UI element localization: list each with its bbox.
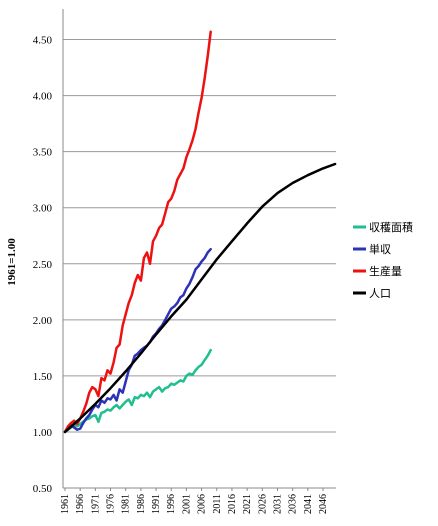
y-ticks: 0.50 1.00 1.50 2.00 2.50 3.00 3.50 4.00 4.50 — [33, 35, 53, 496]
x-tick-label: 1976 — [106, 494, 117, 514]
x-tick-label: 2041 — [303, 494, 314, 514]
x-tick-label: 1961 — [60, 494, 71, 514]
series-lines — [63, 30, 337, 434]
legend-label: 生産量 — [369, 264, 402, 278]
y-tick-label: 1.50 — [33, 371, 53, 383]
y-tick-label: 4.50 — [33, 35, 53, 47]
legend-label: 人口 — [369, 287, 391, 300]
x-tick-label: 2001 — [181, 494, 192, 514]
x-ticks: 1961 1966 1971 1976 1981 1986 1991 1996 2001 2006… — [60, 488, 329, 514]
legend-label: 収穫面積 — [369, 220, 413, 234]
y-tick-label: 2.00 — [33, 315, 53, 327]
x-tick-label: 1991 — [151, 494, 162, 514]
x-tick-label: 2036 — [288, 494, 299, 514]
x-tick-label: 1986 — [136, 494, 147, 514]
x-tick-label: 2031 — [272, 494, 283, 514]
series-line-1 — [63, 247, 212, 434]
series-line-3 — [63, 162, 337, 434]
x-tick-label: 2006 — [197, 494, 208, 514]
legend-label: 単収 — [369, 242, 391, 256]
y-tick-label: 3.50 — [33, 147, 53, 159]
x-tick-label: 2026 — [257, 494, 268, 514]
series-line-2 — [63, 30, 212, 434]
x-tick-label: 2016 — [227, 494, 238, 514]
y-tick-label: 4.00 — [33, 91, 53, 103]
y-axis-label: 1961=1.00 — [6, 238, 18, 286]
series-line-0 — [63, 348, 212, 434]
x-tick-label: 2046 — [318, 494, 329, 514]
y-tick-label: 2.50 — [33, 259, 53, 271]
x-tick-label: 1966 — [75, 494, 86, 514]
axes — [62, 9, 336, 489]
x-tick-label: 1996 — [166, 494, 177, 514]
x-tick-label: 2021 — [242, 494, 253, 514]
grid — [63, 39, 336, 433]
y-tick-label: 3.00 — [33, 203, 53, 215]
y-tick-label: 1.00 — [33, 427, 53, 439]
x-tick-label: 2011 — [212, 494, 223, 514]
x-tick-label: 1981 — [121, 494, 132, 514]
x-tick-label: 1971 — [90, 494, 101, 514]
y-tick-label: 0.50 — [33, 483, 53, 495]
